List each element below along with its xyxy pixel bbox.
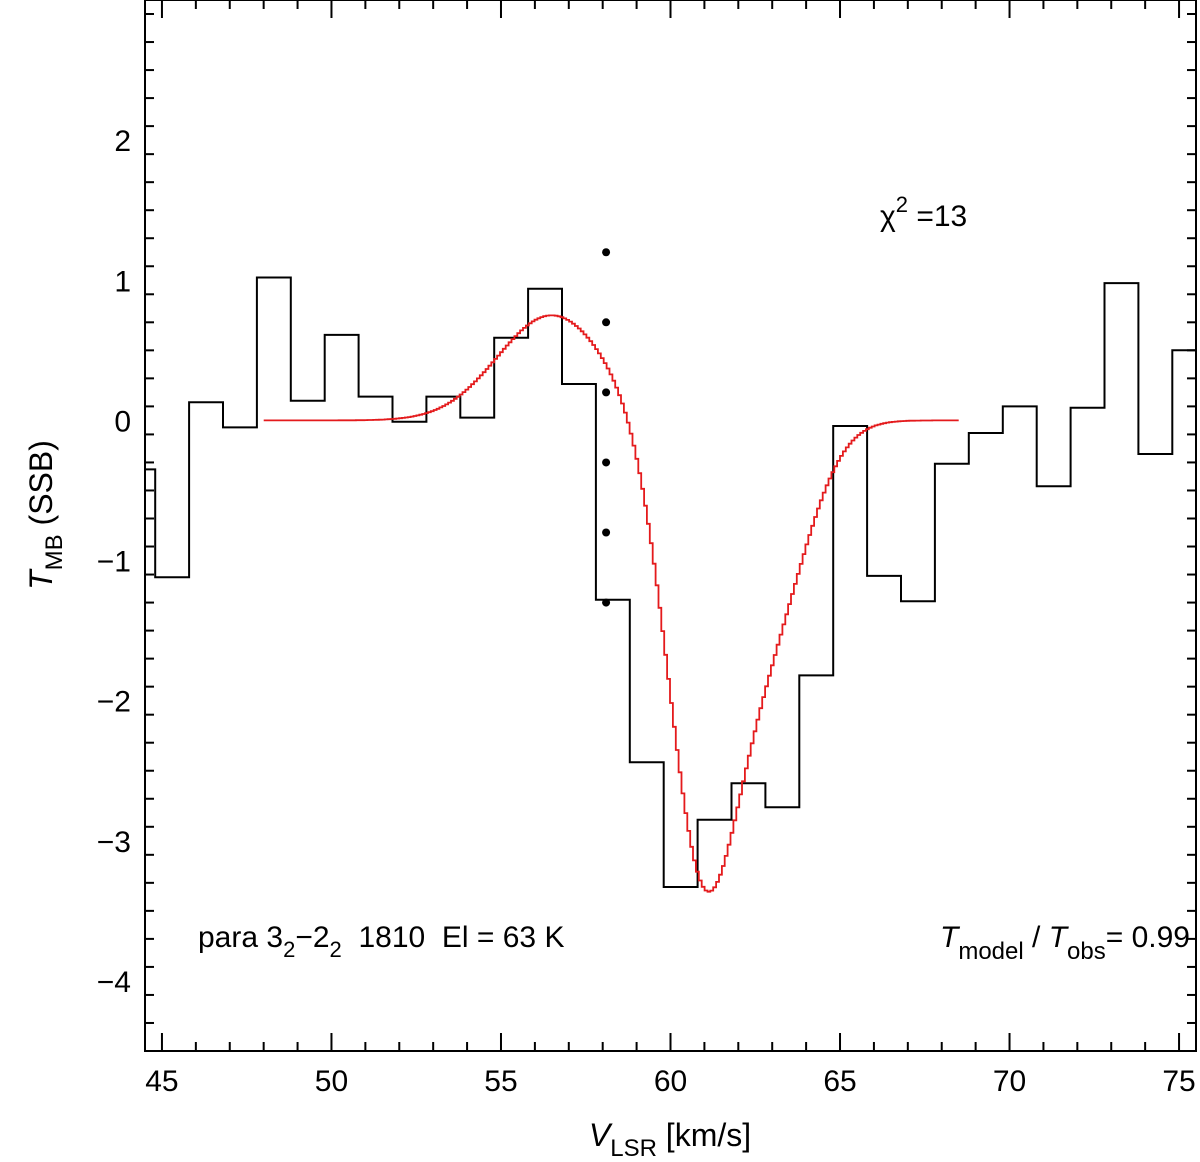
axis-ticks [145,0,1196,1052]
y-tick-label: −4 [97,966,131,999]
transition-label: para 32−22 1810 El = 63 K [198,921,564,962]
y-tick-label: 2 [114,125,131,158]
transition-sub2: 2 [330,937,342,962]
plot-area [145,248,1196,893]
ratio-sub1: model [958,938,1023,965]
transition-mid: −2 [295,921,329,954]
velocity-marker-dot [602,388,611,397]
velocity-marker-dot [602,528,611,537]
y-tick-label: −1 [97,546,131,579]
chi-value: =13 [908,200,967,233]
observed-spectrum-histogram [145,276,1196,888]
x-axis-title-unit: [km/s] [657,1117,751,1153]
ratio-sub2: obs [1067,938,1106,965]
chi-power: 2 [896,192,908,217]
plot-frame [144,0,1197,1052]
x-tick-label: 45 [145,1065,178,1098]
x-axis-title-sub: LSR [610,1135,657,1162]
chi-symbol: χ [880,200,896,233]
ratio-label: Tmodel / Tobs= 0.99 [940,921,1190,965]
y-tick-label: 1 [114,265,131,298]
x-axis-title-main: V [589,1117,613,1153]
y-axis-title-sub: MB [41,534,68,570]
model-spectrum-curve [263,314,959,893]
velocity-markers [602,248,611,607]
y-tick-label: −2 [97,686,131,719]
transition-prefix: para 3 [198,921,283,954]
x-tick-label: 50 [315,1065,348,1098]
ratio-value: = 0.99 [1106,921,1190,954]
x-tick-label: 75 [1162,1065,1195,1098]
y-axis-title-rest: (SSB) [23,440,59,534]
velocity-marker-dot [602,598,611,607]
y-axis-title-main: T [23,568,59,590]
y-tick-label: −3 [97,826,131,859]
x-tick-label: 55 [484,1065,517,1098]
y-tick-label: 0 [114,405,131,438]
velocity-marker-dot [602,248,611,257]
velocity-marker-dot [602,458,611,467]
ratio-slash: / [1024,921,1049,954]
y-axis-title: TMB (SSB) [23,440,68,590]
x-tick-label: 65 [823,1065,856,1098]
ratio-t2: T [1049,921,1070,954]
chi-square-annotation: χ2 =13 [880,192,967,233]
transition-sub1: 2 [283,937,295,962]
x-axis-title: VLSR [km/s] [589,1117,751,1162]
transition-suffix: 1810 El = 63 K [342,921,565,954]
y-tick-labels: −4 −3 −2 −1 0 1 2 [97,125,131,999]
x-tick-label: 70 [993,1065,1026,1098]
x-tick-label: 60 [654,1065,687,1098]
ratio-t1: T [940,921,961,954]
x-tick-labels: 45 50 55 60 65 70 75 [145,1065,1195,1098]
velocity-marker-dot [602,318,611,327]
